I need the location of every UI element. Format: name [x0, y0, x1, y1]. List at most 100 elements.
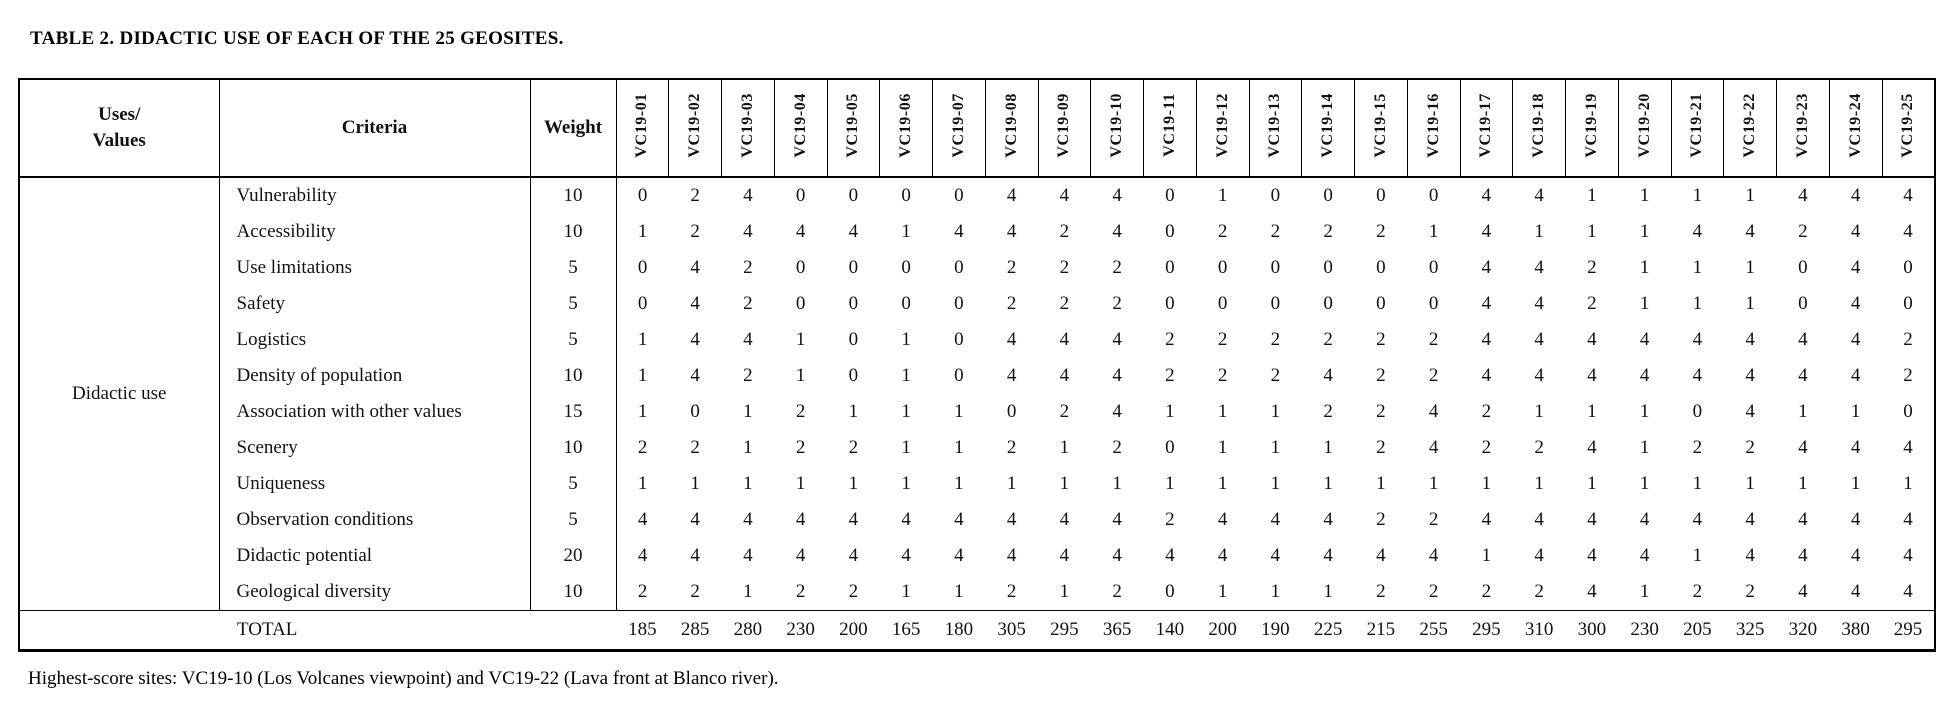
- score-cell-vc19-06: 1: [901, 365, 911, 386]
- score-cell-vc19-01: 1: [637, 329, 648, 350]
- score-cell-vc19-13: 2: [1270, 329, 1281, 350]
- site-label: VC19-09: [1055, 92, 1073, 158]
- score-cell-vc19-06: 0: [901, 257, 911, 278]
- header-site-vc19-17: VC19-17: [1459, 79, 1513, 178]
- score-cell-vc19-02: 4: [690, 329, 700, 350]
- header-site-vc19-01: VC19-01: [615, 79, 669, 178]
- weight-cell: 5: [530, 466, 617, 502]
- score-cell-vc19-02: 4: [690, 365, 700, 386]
- score-cell-vc19-14: 4: [1323, 545, 1333, 566]
- score-cell-vc19-14: 4: [1323, 509, 1333, 530]
- total-cell-vc19-13: 190: [1249, 610, 1302, 651]
- score-cell-vc19-23: 1: [1798, 473, 1808, 494]
- score-cell-vc19-25: 2: [1903, 365, 1913, 386]
- score-cell-vc19-17: 4: [1481, 293, 1492, 314]
- score-cell-vc19-17: 4: [1481, 185, 1492, 206]
- criteria-name-cell: Geological diversity: [219, 574, 531, 611]
- score-cell-vc19-16: 0: [1428, 185, 1439, 206]
- score-cell-vc19-22: 4: [1745, 401, 1755, 422]
- score-cell-vc19-08: 4: [1006, 185, 1017, 206]
- table-footnote: Highest-score sites: VC19-10 (Los Volcan…: [28, 668, 779, 689]
- score-cell-vc19-19: 2: [1587, 293, 1597, 314]
- score-cell-vc19-20: 4: [1639, 509, 1650, 530]
- score-cell-vc19-21: 4: [1692, 221, 1703, 242]
- score-cell-vc19-22: 1: [1745, 293, 1755, 314]
- criteria-row: Uniqueness 5 1 1 1 1 1 1 1 1 1 1 1 1 1 1 1 1 1 1 1 1 1 1 1 1 1: [19, 466, 1935, 502]
- score-cell-vc19-12: 4: [1217, 545, 1228, 566]
- total-cell-vc19-01: 185: [616, 610, 669, 651]
- score-cell-vc19-06: 0: [901, 293, 911, 314]
- score-cell-vc19-12: 4: [1217, 509, 1228, 530]
- weight-cell: 10: [530, 177, 617, 214]
- total-cell-vc19-08: 305: [985, 610, 1038, 651]
- score-cell-vc19-03: 1: [743, 437, 753, 458]
- score-cell-vc19-02: 2: [690, 581, 700, 602]
- score-cell-vc19-08: 2: [1006, 437, 1017, 458]
- criteria-row: Association with other values 15 1 0 1 2 1 1 1 0 2…: [19, 394, 1935, 430]
- site-label: VC19-13: [1266, 92, 1284, 158]
- score-cell-vc19-12: 2: [1217, 329, 1228, 350]
- score-cell-vc19-17: 4: [1481, 329, 1492, 350]
- score-cell-vc19-14: 4: [1323, 365, 1333, 386]
- score-cell-vc19-05: 1: [848, 401, 859, 422]
- total-cell-vc19-03: 280: [721, 610, 775, 651]
- criteria-name-cell: Association with other values: [219, 394, 531, 430]
- site-label: VC19-19: [1582, 92, 1600, 158]
- score-cell-vc19-21: 2: [1692, 581, 1703, 602]
- score-cell-vc19-10: 2: [1112, 437, 1122, 458]
- score-cell-vc19-13: 2: [1270, 221, 1281, 242]
- score-cell-vc19-18: 4: [1534, 329, 1544, 350]
- score-cell-vc19-11: 0: [1165, 221, 1175, 242]
- weight-cell: 5: [530, 250, 617, 286]
- score-cell-vc19-23: 4: [1798, 581, 1808, 602]
- score-cell-vc19-10: 1: [1112, 473, 1122, 494]
- score-cell-vc19-04: 4: [795, 509, 806, 530]
- score-cell-vc19-11: 4: [1165, 545, 1175, 566]
- site-label: VC19-14: [1319, 92, 1337, 158]
- score-cell-vc19-12: 0: [1217, 293, 1228, 314]
- score-cell-vc19-19: 1: [1587, 401, 1597, 422]
- site-label: VC19-16: [1424, 92, 1442, 158]
- score-cell-vc19-09: 2: [1059, 257, 1070, 278]
- score-cell-vc19-09: 4: [1059, 365, 1070, 386]
- score-cell-vc19-24: 4: [1850, 365, 1861, 386]
- score-cell-vc19-21: 1: [1692, 473, 1703, 494]
- score-cell-vc19-03: 4: [743, 221, 753, 242]
- site-label: VC19-25: [1899, 92, 1917, 158]
- header-site-vc19-24: VC19-24: [1828, 79, 1882, 178]
- score-cell-vc19-15: 2: [1376, 509, 1386, 530]
- score-cell-vc19-25: 1: [1903, 473, 1913, 494]
- score-cell-vc19-23: 4: [1798, 509, 1808, 530]
- score-cell-vc19-19: 4: [1587, 509, 1597, 530]
- score-cell-vc19-02: 4: [690, 545, 700, 566]
- score-cell-vc19-25: 4: [1903, 545, 1913, 566]
- score-cell-vc19-06: 1: [901, 437, 911, 458]
- score-cell-vc19-11: 2: [1165, 365, 1175, 386]
- score-cell-vc19-22: 1: [1745, 185, 1755, 206]
- site-label: VC19-03: [738, 92, 756, 158]
- score-cell-vc19-06: 1: [901, 473, 911, 494]
- score-cell-vc19-05: 4: [848, 545, 859, 566]
- score-cell-vc19-08: 4: [1006, 329, 1017, 350]
- score-cell-vc19-02: 2: [690, 221, 700, 242]
- score-cell-vc19-17: 4: [1481, 221, 1492, 242]
- header-site-vc19-18: VC19-18: [1512, 79, 1566, 178]
- score-cell-vc19-21: 2: [1692, 437, 1703, 458]
- score-cell-vc19-11: 2: [1165, 329, 1175, 350]
- score-cell-vc19-10: 2: [1112, 293, 1122, 314]
- score-cell-vc19-01: 1: [637, 473, 648, 494]
- site-label: VC19-20: [1635, 92, 1653, 158]
- score-cell-vc19-18: 1: [1534, 401, 1544, 422]
- score-cell-vc19-05: 2: [848, 437, 859, 458]
- total-cell-vc19-19: 300: [1565, 610, 1619, 651]
- header-site-vc19-09: VC19-09: [1037, 79, 1091, 178]
- score-cell-vc19-02: 4: [690, 257, 700, 278]
- weight-cell: 5: [530, 502, 617, 538]
- score-cell-vc19-14: 2: [1323, 401, 1333, 422]
- score-cell-vc19-20: 4: [1639, 545, 1650, 566]
- score-cell-vc19-03: 4: [743, 509, 753, 530]
- score-cell-vc19-07: 1: [954, 401, 964, 422]
- header-weight: Weight: [529, 79, 616, 178]
- header-site-vc19-11: VC19-11: [1143, 79, 1197, 178]
- total-cell-vc19-21: 205: [1671, 610, 1724, 651]
